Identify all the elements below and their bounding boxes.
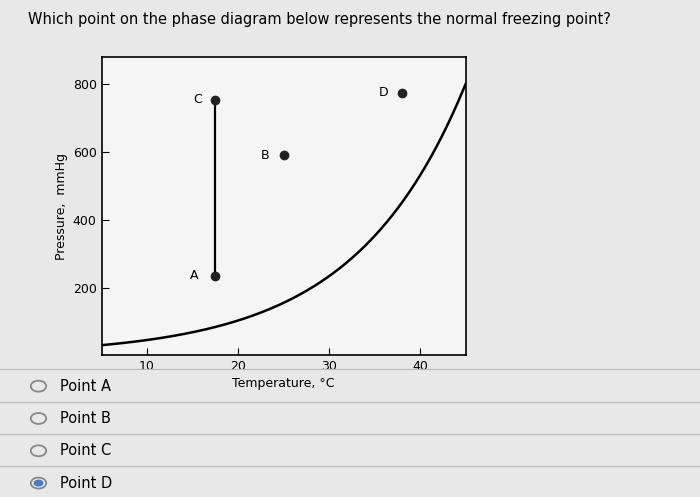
Text: C: C <box>193 93 202 106</box>
Text: Which point on the phase diagram below represents the normal freezing point?: Which point on the phase diagram below r… <box>28 12 611 27</box>
Text: A: A <box>190 269 199 282</box>
Text: D: D <box>379 86 388 99</box>
Text: Point A: Point A <box>60 379 111 394</box>
X-axis label: Temperature, °C: Temperature, °C <box>232 377 335 390</box>
Text: Point C: Point C <box>60 443 111 458</box>
Y-axis label: Pressure,  mmHg: Pressure, mmHg <box>55 153 69 260</box>
Text: Point B: Point B <box>60 411 111 426</box>
Text: B: B <box>261 149 270 162</box>
Text: Point D: Point D <box>60 476 112 491</box>
